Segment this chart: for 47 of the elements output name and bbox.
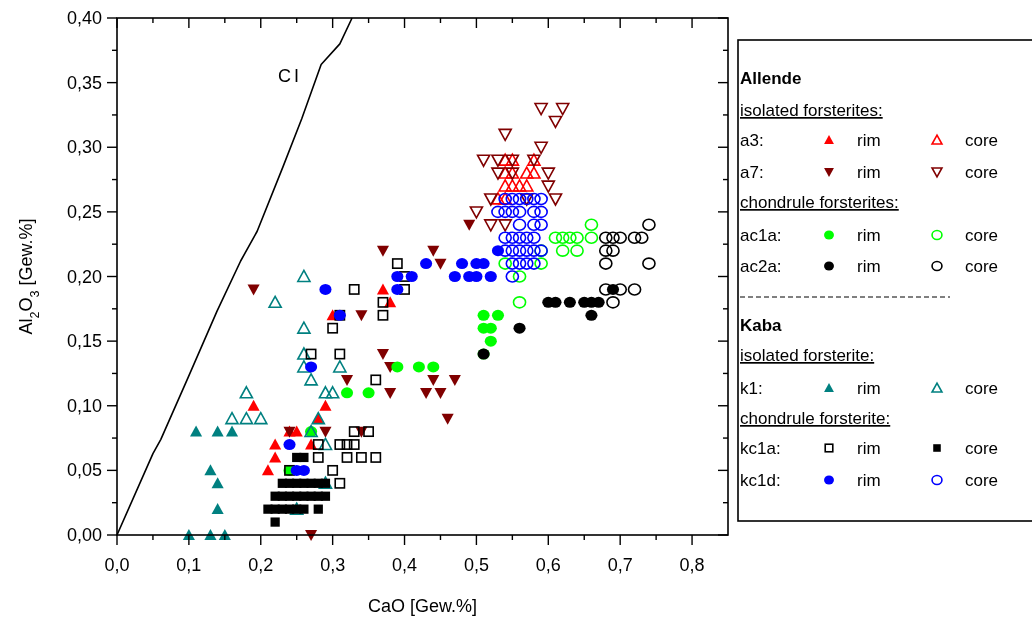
x-tick-label: 0,3: [320, 555, 346, 575]
text: kc1d:: [740, 471, 781, 490]
y-tick-label: 0,10: [66, 395, 102, 416]
legend-label: rim: [857, 379, 881, 398]
text: kc1a:: [740, 439, 781, 458]
text: isolated forsterites:: [740, 101, 883, 120]
text: chondrule forsterite:: [740, 409, 891, 428]
y-tick-label: 0,30: [66, 137, 102, 158]
legend-label: rim: [857, 163, 881, 182]
y-tick-label: 0,35: [66, 72, 102, 93]
x-axis-title: CaO [Gew.%]: [367, 596, 478, 616]
x-tick-label: 0,6: [535, 555, 561, 575]
y-tick-label: 0,05: [66, 460, 102, 481]
text: ac2a:: [740, 257, 782, 276]
y-tick-label: 0,15: [66, 331, 102, 352]
legend-label: core: [965, 131, 999, 150]
y-tick-label: 0,25: [66, 201, 102, 222]
y-tick-label: 0,20: [66, 266, 102, 287]
x-tick-label: 0,1: [176, 555, 202, 575]
x-tick-label: 0,5: [463, 555, 489, 575]
legend-label: core: [965, 379, 999, 398]
x-tick-label: 0,0: [104, 555, 130, 575]
x-tick-label: 0,4: [392, 555, 418, 575]
legend-label: rim: [857, 226, 881, 245]
legend-label: core: [965, 439, 999, 458]
legend-label: rim: [857, 439, 881, 458]
legend-label: rim: [857, 257, 881, 276]
text: ac1a:: [740, 226, 782, 245]
text: Allende: [740, 69, 802, 88]
x-tick-label: 0,8: [679, 555, 705, 575]
y-tick-label: 0,40: [66, 8, 102, 28]
text: a7:: [740, 163, 764, 182]
x-tick-label: 0,7: [607, 555, 633, 575]
legend-label: core: [965, 163, 999, 182]
text: isolated forsterite:: [740, 346, 875, 365]
y-tick-label: 0,00: [66, 525, 102, 545]
text: Kaba: [740, 316, 783, 335]
legend-label: core: [965, 257, 999, 276]
text: chondrule forsterites:: [740, 193, 899, 212]
text: k1:: [740, 379, 763, 398]
legend-label: core: [965, 471, 999, 490]
legend-label: rim: [857, 131, 881, 150]
x-tick-label: 0,2: [248, 555, 274, 575]
annotation: CI: [278, 66, 302, 86]
legend-label: core: [965, 226, 999, 245]
text: a3:: [740, 131, 764, 150]
legend-label: rim: [857, 471, 881, 490]
